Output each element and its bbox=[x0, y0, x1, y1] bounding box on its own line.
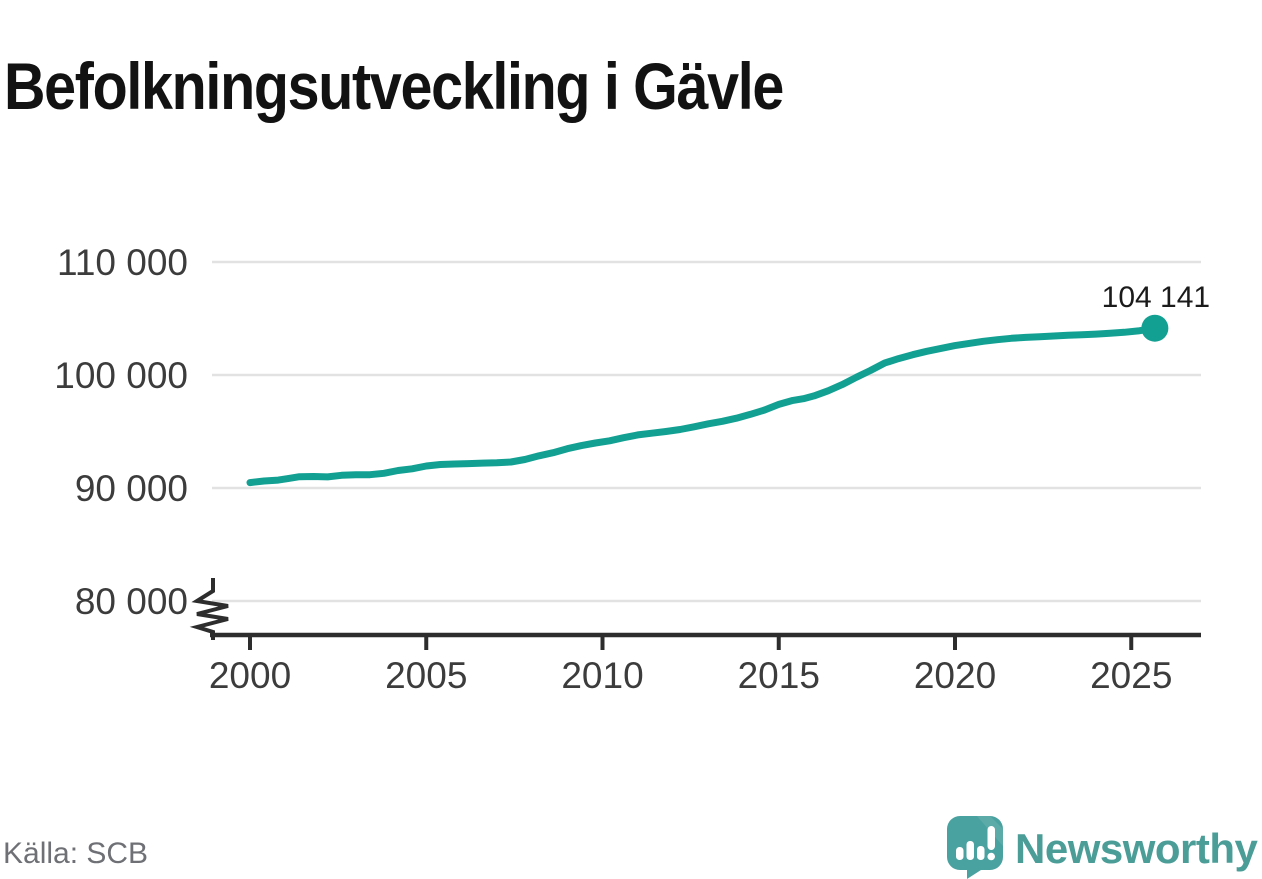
y-axis-label-100000: 100 000 bbox=[54, 355, 188, 396]
newsworthy-logo-icon bbox=[947, 816, 1003, 879]
exclamation-dot bbox=[987, 852, 995, 861]
y-axis-label-90000: 90 000 bbox=[75, 468, 188, 509]
y-axis-break-glyph bbox=[189, 578, 229, 640]
x-axis-label-2020: 2020 bbox=[914, 655, 996, 696]
exclamation-bar bbox=[987, 826, 995, 850]
last-point-marker bbox=[1141, 314, 1169, 342]
y-axis-label-80000: 80 000 bbox=[75, 581, 188, 622]
x-axis-label-2000: 2000 bbox=[209, 655, 291, 696]
bar-tall bbox=[966, 841, 974, 860]
bar-medium bbox=[977, 846, 985, 860]
page-title: Befolkningsutveckling i Gävle bbox=[4, 49, 784, 124]
newsworthy-brand: Newsworthy bbox=[946, 815, 1258, 879]
newsworthy-wordmark: Newsworthy bbox=[1015, 825, 1258, 872]
last-point-value-label: 104 141 bbox=[1102, 281, 1210, 314]
x-axis-label-2015: 2015 bbox=[738, 655, 820, 696]
x-axis-label-2005: 2005 bbox=[385, 655, 467, 696]
source-label: Källa: SCB bbox=[3, 837, 149, 870]
y-axis-label-110000: 110 000 bbox=[57, 242, 188, 283]
x-axis-label-2025: 2025 bbox=[1090, 655, 1172, 696]
x-axis-label-2010: 2010 bbox=[561, 655, 643, 696]
bar-short bbox=[956, 847, 964, 860]
population-line-series bbox=[246, 324, 1159, 487]
